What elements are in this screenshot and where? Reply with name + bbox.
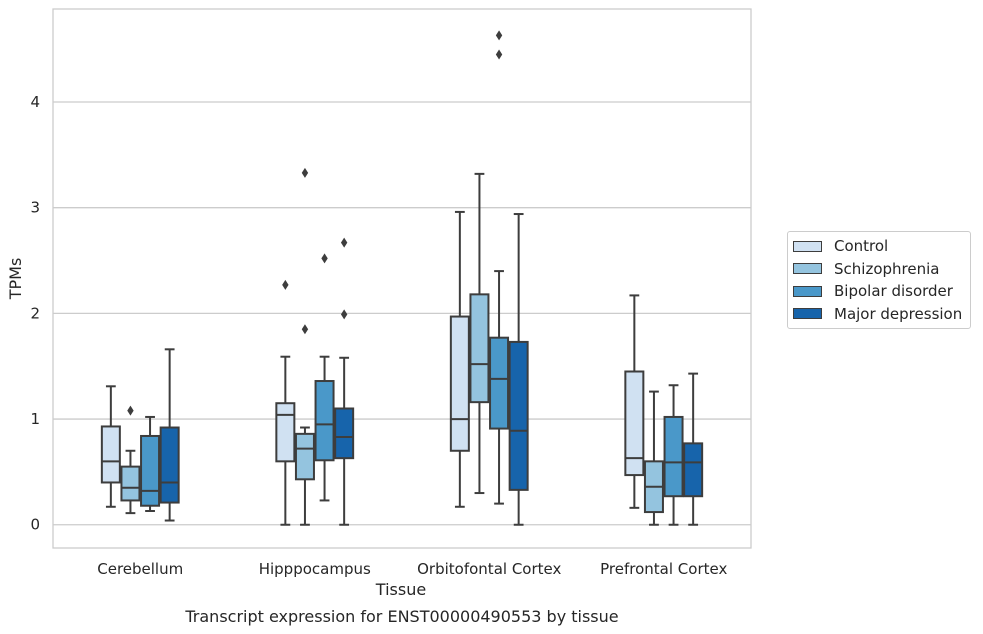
legend-label-bipolar-disorder: Bipolar disorder bbox=[834, 282, 953, 301]
legend-swatch-schizophrenia bbox=[793, 263, 822, 275]
box-body bbox=[100, 425, 121, 484]
box-3-1 bbox=[334, 237, 355, 526]
y-tick-label: 2 bbox=[30, 304, 40, 322]
x-tick-label: Orbitofontal Cortex bbox=[417, 560, 561, 578]
y-tick-label: 1 bbox=[30, 410, 40, 428]
box-body bbox=[508, 340, 529, 491]
box-body bbox=[334, 407, 355, 460]
box-2-1 bbox=[314, 253, 335, 502]
legend-item-control: Control bbox=[788, 235, 970, 258]
outlier-point bbox=[282, 279, 289, 290]
box-0-0 bbox=[100, 385, 121, 508]
outlier-point bbox=[495, 49, 503, 60]
legend-label-schizophrenia: Schizophrenia bbox=[834, 259, 940, 278]
legend-swatch-control bbox=[793, 240, 822, 252]
box-body bbox=[275, 402, 296, 463]
legend-label-control: Control bbox=[834, 237, 889, 256]
outlier-point bbox=[340, 237, 348, 248]
box-layer bbox=[100, 30, 704, 526]
outlier-point bbox=[340, 309, 348, 320]
x-tick-labels: Cerebellum Hipppocampus Orbitofontal Corte… bbox=[97, 560, 727, 578]
box-1-1 bbox=[294, 167, 315, 526]
box-body bbox=[449, 315, 470, 452]
box-2-2 bbox=[489, 30, 510, 505]
y-tick-label: 3 bbox=[30, 199, 40, 217]
box-1-3 bbox=[643, 390, 664, 526]
plot-frame bbox=[52, 8, 752, 549]
box-body bbox=[624, 370, 645, 477]
y-axis-title: TPMs bbox=[6, 258, 25, 301]
y-tick-label: 0 bbox=[30, 516, 40, 534]
outlier-point bbox=[495, 30, 503, 41]
box-1-2 bbox=[469, 172, 490, 495]
box-body bbox=[140, 434, 161, 507]
box-2-3 bbox=[663, 384, 684, 526]
box-0-2 bbox=[449, 210, 470, 508]
box-0-3 bbox=[624, 294, 645, 509]
box-body bbox=[294, 432, 315, 481]
y-tick-label: 4 bbox=[30, 93, 40, 111]
x-tick-label: Prefrontal Cortex bbox=[600, 560, 727, 578]
box-3-3 bbox=[683, 372, 704, 526]
legend-item-bipolar-disorder: Bipolar disorder bbox=[788, 280, 970, 303]
box-3-0 bbox=[159, 348, 180, 522]
box-body bbox=[120, 465, 141, 502]
outlier-point bbox=[127, 405, 134, 416]
chart-title: Transcript expression for ENST0000049055… bbox=[184, 607, 618, 626]
outlier-point bbox=[321, 253, 328, 264]
box-body bbox=[683, 442, 704, 498]
box-body bbox=[314, 380, 335, 462]
box-body bbox=[159, 426, 180, 504]
box-2-0 bbox=[140, 415, 161, 513]
y-tick-labels: 0 1 2 3 4 bbox=[30, 93, 40, 534]
x-tick-label: Cerebellum bbox=[97, 560, 183, 578]
legend-item-schizophrenia: Schizophrenia bbox=[788, 258, 970, 281]
legend-swatch-bipolar-disorder bbox=[793, 285, 822, 297]
box-body bbox=[489, 336, 510, 430]
box-3-2 bbox=[508, 213, 529, 526]
x-axis-title: Tissue bbox=[375, 580, 426, 599]
box-body bbox=[469, 293, 490, 404]
legend-item-major-depression: Major depression bbox=[788, 303, 970, 326]
legend-label-major-depression: Major depression bbox=[834, 304, 963, 323]
outlier-point bbox=[301, 324, 309, 335]
box-1-0 bbox=[120, 405, 141, 515]
box-body bbox=[663, 415, 684, 498]
x-tick-label: Hipppocampus bbox=[259, 560, 371, 578]
legend-swatch-major-depression bbox=[793, 308, 822, 320]
legend: Control Schizophrenia Bipolar disorder M… bbox=[787, 231, 971, 329]
box-0-1 bbox=[275, 279, 296, 526]
outlier-point bbox=[301, 167, 309, 178]
